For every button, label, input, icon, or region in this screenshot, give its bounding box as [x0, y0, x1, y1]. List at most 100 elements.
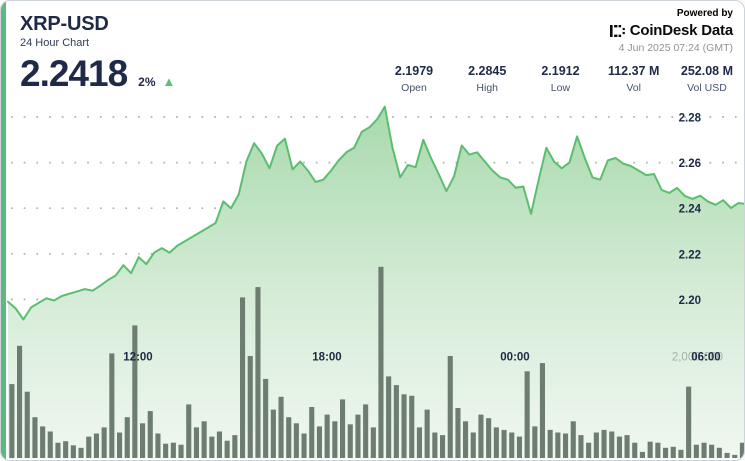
volume-bar — [470, 432, 476, 458]
volume-bar — [732, 454, 738, 458]
current-price: 2.2418 — [20, 53, 128, 94]
stat-label: Open — [401, 82, 427, 94]
volume-bar — [378, 266, 384, 459]
volume-bar — [363, 404, 369, 458]
stat-value: 112.37 M — [607, 64, 660, 78]
volume-bar — [632, 442, 638, 458]
volume-bar — [570, 421, 576, 458]
volume-bar — [186, 404, 192, 458]
volume-bar — [532, 426, 538, 458]
stats-row: 2.1979 Open 2.2845 High 2.1912 Low 112.3… — [388, 64, 733, 94]
volume-axis-label: 2,000,000 — [672, 352, 723, 364]
volume-bar — [578, 435, 584, 458]
volume-bar — [509, 432, 515, 458]
volume-bar — [516, 436, 522, 458]
volume-bar — [547, 429, 553, 458]
stat-value: 2.1912 — [541, 64, 580, 78]
volume-bar — [9, 384, 15, 459]
volume-bar — [416, 427, 422, 458]
volume-bar — [693, 444, 699, 458]
price-axis-label: 2.26 — [679, 158, 701, 170]
volume-bar — [670, 446, 676, 458]
stat-value: 2.1979 — [394, 64, 434, 78]
volume-bar — [655, 442, 661, 458]
stat-label: High — [476, 82, 499, 94]
volume-bar — [401, 394, 407, 459]
volume-bar — [601, 429, 607, 458]
volume-bar — [55, 442, 61, 458]
volume-bar — [463, 421, 469, 458]
stat-vol: 112.37 M Vol — [608, 64, 660, 94]
coindesk-brand-link[interactable]: CoinDesk Data — [609, 22, 733, 39]
volume-bar — [332, 421, 338, 458]
volume-bar — [678, 449, 684, 458]
volume-bar — [86, 436, 92, 458]
volume-bar — [524, 371, 530, 458]
timestamp: 4 Jun 2025 07:24 (GMT) — [618, 42, 733, 54]
left-accent-bar — [1, 1, 6, 460]
volume-bar — [286, 417, 292, 458]
volume-bar — [216, 431, 222, 458]
volume-bar — [501, 429, 507, 458]
volume-bar — [163, 443, 169, 458]
volume-bar — [370, 427, 376, 458]
volume-bar — [247, 356, 253, 458]
stat-vol-usd: 252.08 M Vol USD — [681, 64, 733, 94]
volume-bar — [93, 433, 99, 458]
price-area — [8, 106, 744, 458]
stat-value: 2.2845 — [468, 64, 507, 78]
volume-bar — [701, 442, 707, 458]
volume-bar — [32, 417, 38, 458]
volume-bar — [440, 435, 446, 458]
time-axis-label: 18:00 — [312, 352, 341, 364]
stat-low: 2.1912 Low — [534, 64, 586, 94]
volume-bar — [739, 442, 744, 458]
price-axis-label: 2.28 — [679, 113, 702, 125]
volume-bar — [563, 433, 569, 458]
volume-bar — [132, 325, 138, 458]
stat-high: 2.2845 High — [461, 64, 513, 94]
volume-bar — [201, 421, 207, 458]
stat-label: Low — [550, 82, 571, 94]
volume-bar — [316, 426, 322, 458]
volume-bar — [709, 444, 715, 458]
up-triangle-icon: ▲ — [162, 74, 176, 89]
volume-bar — [478, 414, 484, 458]
stat-label: Vol USD — [687, 82, 727, 94]
volume-bar — [555, 432, 561, 458]
volume-bar — [17, 345, 23, 458]
volume-bar — [432, 432, 438, 458]
volume-bar — [47, 431, 53, 458]
powered-by-block: Powered by CoinDesk Data 4 Jun 2025 07:2… — [609, 8, 733, 54]
volume-bar — [663, 447, 669, 458]
time-axis-label: 00:00 — [500, 352, 529, 364]
volume-bar — [724, 452, 730, 458]
volume-bar — [447, 356, 453, 458]
volume-bar — [147, 411, 153, 458]
volume-bar — [647, 441, 653, 458]
volume-bar — [155, 433, 161, 458]
time-axis-label: 06:00 — [691, 352, 720, 364]
volume-bar — [309, 407, 315, 458]
stat-open: 2.1979 Open — [388, 64, 440, 94]
page-title: XRP-USD — [20, 13, 109, 35]
volume-bar — [124, 417, 130, 458]
volume-bar — [424, 409, 430, 458]
volume-bar — [278, 396, 284, 458]
volume-bar — [109, 353, 115, 458]
volume-bar — [209, 436, 215, 458]
volume-bar — [586, 442, 592, 458]
volume-bar — [170, 442, 176, 458]
volume-bar — [63, 441, 69, 458]
change-percent: 2% — [138, 75, 156, 89]
volume-bar — [255, 287, 261, 458]
volume-bar — [324, 414, 330, 458]
volume-bar — [609, 431, 615, 458]
volume-bar — [101, 427, 107, 458]
volume-bar — [716, 447, 722, 458]
volume-bar — [539, 363, 545, 458]
volume-bar — [117, 432, 123, 458]
volume-bar — [24, 391, 30, 458]
